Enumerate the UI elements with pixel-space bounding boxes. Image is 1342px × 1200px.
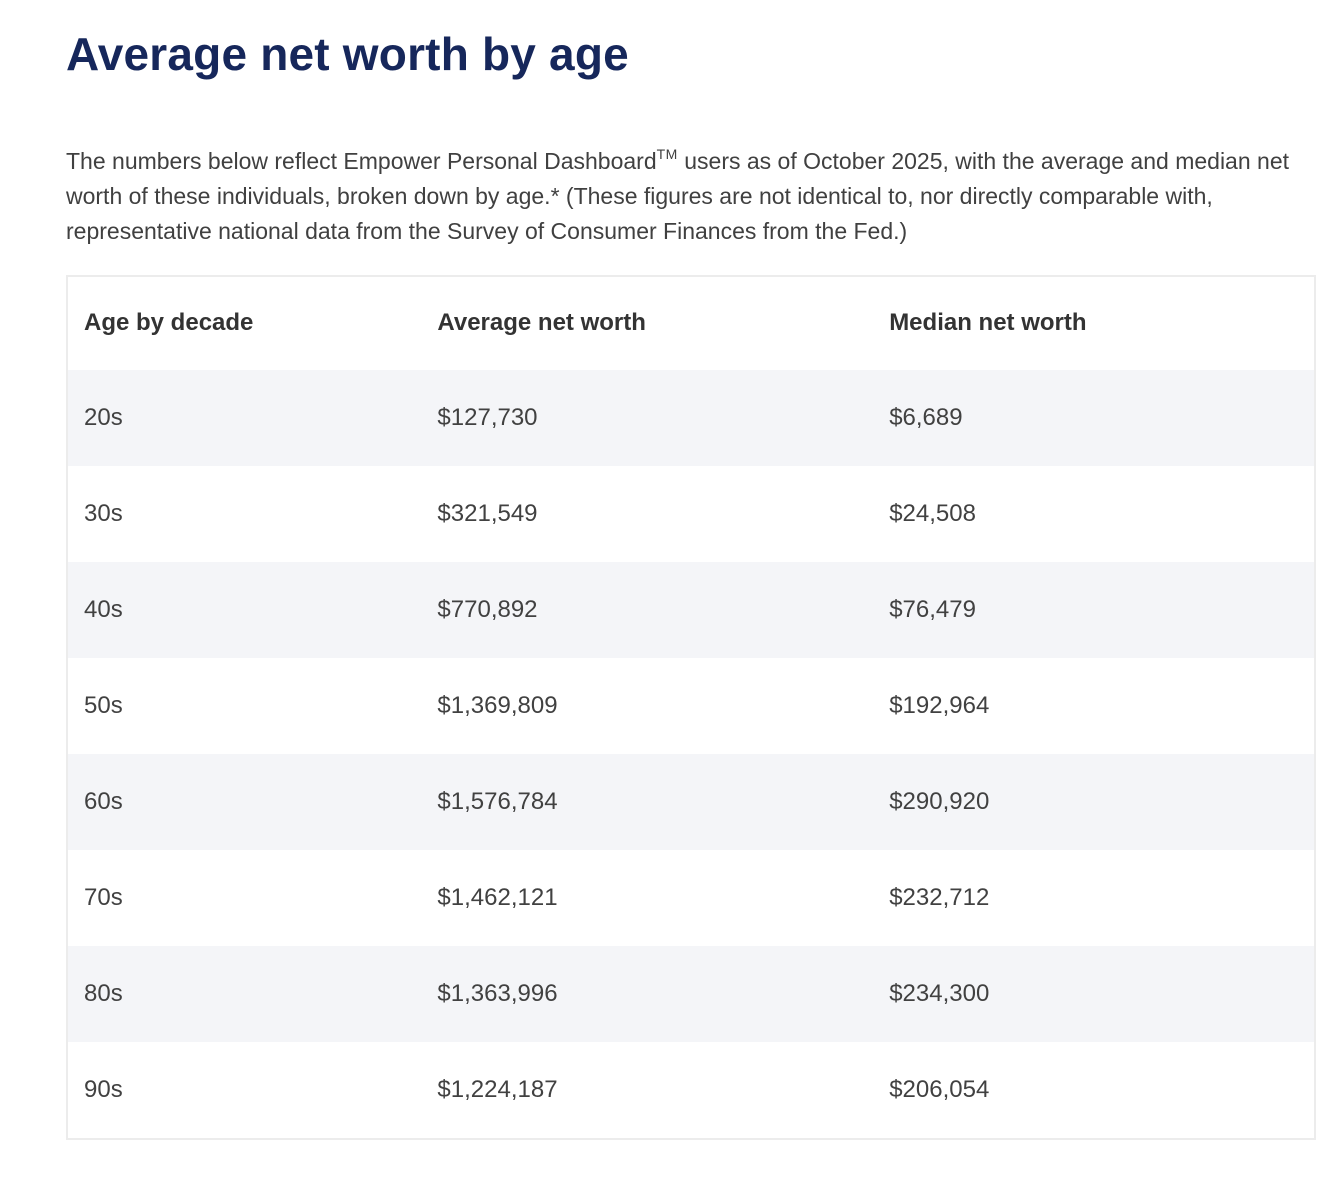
average-cell: $321,549 xyxy=(421,465,874,562)
trademark-superscript: TM xyxy=(656,145,678,162)
net-worth-by-age-table: Age by decade Average net worth Median n… xyxy=(66,274,1316,1140)
average-cell: $1,369,809 xyxy=(421,657,874,754)
intro-text-before-tm: The numbers below reflect Empower Person… xyxy=(66,147,657,174)
age-cell: 50s xyxy=(67,657,422,754)
age-cell: 90s xyxy=(67,1041,422,1139)
page-title: Average net worth by age xyxy=(66,28,629,80)
average-cell: $1,462,121 xyxy=(421,849,874,946)
median-cell: $76,479 xyxy=(873,561,1315,658)
age-cell: 70s xyxy=(67,849,422,946)
median-cell: $234,300 xyxy=(873,945,1315,1042)
average-cell: $1,363,996 xyxy=(421,945,874,1042)
median-cell: $6,689 xyxy=(873,369,1315,466)
age-cell: 20s xyxy=(67,369,422,466)
table-row: 40s $770,892 $76,479 xyxy=(67,561,1315,658)
table-row: 70s $1,462,121 $232,712 xyxy=(67,849,1315,946)
column-header-median-net-worth: Median net worth xyxy=(873,275,1315,370)
median-cell: $290,920 xyxy=(873,753,1315,850)
median-cell: $232,712 xyxy=(873,849,1315,946)
table-row: 90s $1,224,187 $206,054 xyxy=(67,1041,1315,1139)
average-cell: $770,892 xyxy=(421,561,874,658)
table-header: Age by decade Average net worth Median n… xyxy=(67,275,1315,370)
median-cell: $24,508 xyxy=(873,465,1315,562)
average-cell: $1,576,784 xyxy=(421,753,874,850)
table-row: 80s $1,363,996 $234,300 xyxy=(67,945,1315,1042)
average-cell: $127,730 xyxy=(421,369,874,466)
average-cell: $1,224,187 xyxy=(421,1041,874,1139)
table-row: 50s $1,369,809 $192,964 xyxy=(67,657,1315,754)
table-row: 20s $127,730 $6,689 xyxy=(67,369,1315,466)
table-body: 20s $127,730 $6,689 30s $321,549 $24,508… xyxy=(67,369,1315,1139)
age-cell: 40s xyxy=(67,561,422,658)
median-cell: $206,054 xyxy=(873,1041,1315,1139)
table-header-row: Age by decade Average net worth Median n… xyxy=(67,275,1315,370)
column-header-age-by-decade: Age by decade xyxy=(67,275,422,370)
intro-paragraph: The numbers below reflect Empower Person… xyxy=(66,144,1316,249)
column-header-average-net-worth: Average net worth xyxy=(421,275,874,370)
age-cell: 80s xyxy=(67,945,422,1042)
table-row: 30s $321,549 $24,508 xyxy=(67,465,1315,562)
age-cell: 60s xyxy=(67,753,422,850)
median-cell: $192,964 xyxy=(873,657,1315,754)
intro-text-after-tm: users as of October 2025, with the avera… xyxy=(66,147,1289,244)
age-cell: 30s xyxy=(67,465,422,562)
table-row: 60s $1,576,784 $290,920 xyxy=(67,753,1315,850)
